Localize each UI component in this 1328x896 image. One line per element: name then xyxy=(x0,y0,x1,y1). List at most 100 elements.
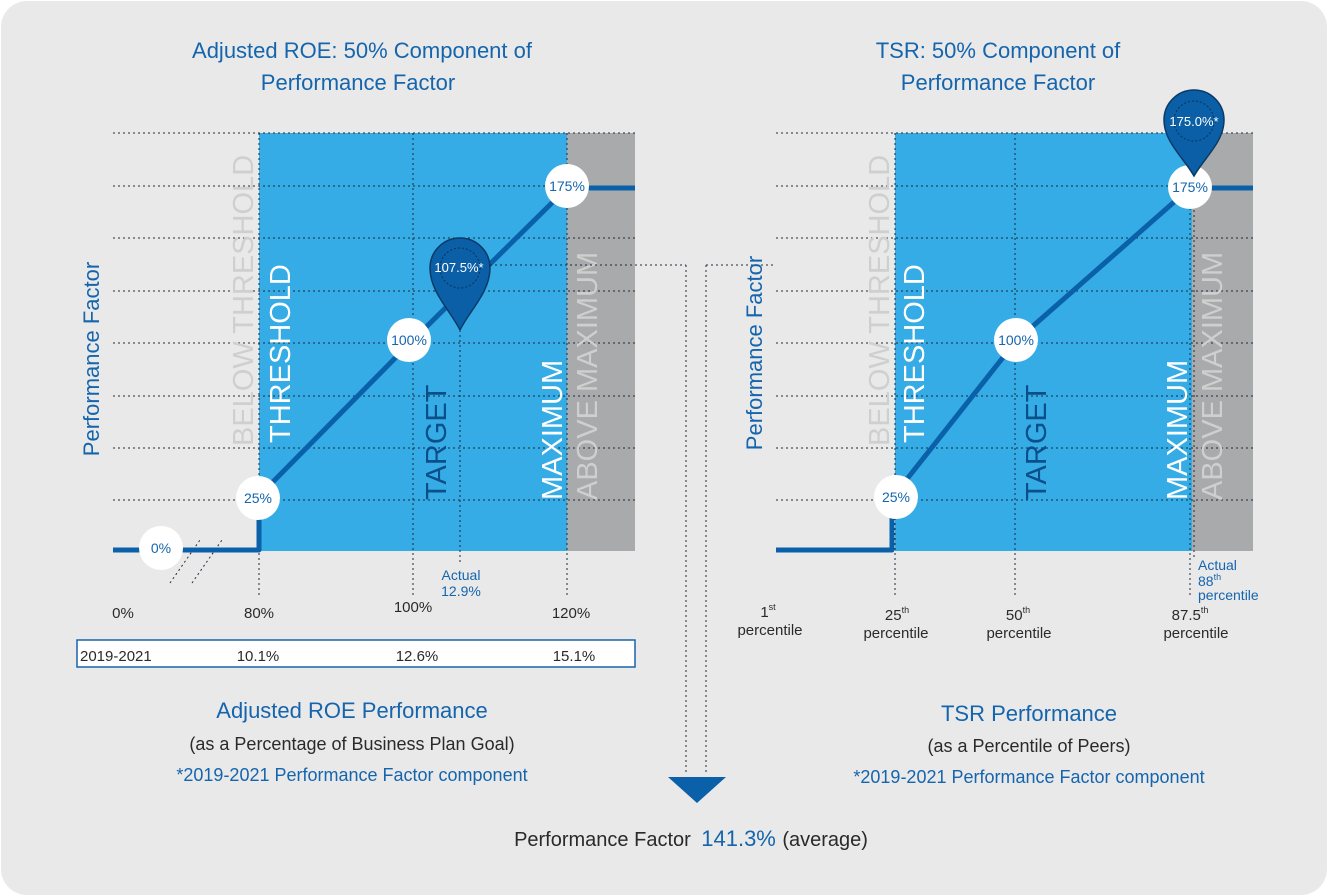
tsr-x-tick-word: percentile xyxy=(986,625,1051,642)
tsr-point-25: 25% xyxy=(874,475,918,519)
tsr-point-marker xyxy=(1168,165,1212,209)
tsr-caption-heading: TSR Performance xyxy=(941,701,1117,726)
roe-point-marker xyxy=(139,526,183,570)
goal-value: 15.1% xyxy=(553,648,596,665)
roe-point-25: 25% xyxy=(236,476,280,520)
tsr-point-marker xyxy=(994,318,1038,362)
pin-inner-ring xyxy=(439,247,481,289)
tsr-chart: TSR: 50% Component of Performance Factor… xyxy=(737,38,1258,787)
tsr-x-tick-word: percentile xyxy=(737,622,802,639)
tsr-actual-value: 175.0%* xyxy=(1169,114,1218,129)
summary-prefix: Performance Factor xyxy=(514,829,691,851)
goal-table-border xyxy=(76,639,636,668)
roe-point-175: 175% xyxy=(545,164,589,208)
connector-lines xyxy=(490,264,776,772)
roe-point-marker xyxy=(236,476,280,520)
tick-suffix: st xyxy=(769,602,777,612)
roe-y-axis-label: Performance Factor xyxy=(79,262,104,456)
tsr-actual-note-num: 88 xyxy=(1198,573,1214,589)
tsr-y-axis-label: Performance Factor xyxy=(742,256,767,450)
roe-zone-target: TARGET xyxy=(421,384,453,500)
roe-title-line1: Adjusted ROE: 50% Component of xyxy=(192,38,533,63)
tsr-zone-above-maximum: ABOVE MAXIMUM xyxy=(1197,252,1229,500)
roe-axis-break xyxy=(191,539,223,584)
roe-title-line2: Performance Factor xyxy=(261,70,455,95)
tsr-actual-note-sup: th xyxy=(1214,572,1222,582)
tsr-zone-below-threshold: BELOW THRESHOLD xyxy=(864,155,896,446)
roe-axis-break xyxy=(169,539,201,584)
tick-number: 1 xyxy=(760,604,768,621)
roe-x-tick: 0% xyxy=(112,605,134,622)
tsr-actual-note-line2: 88th xyxy=(1198,572,1221,589)
roe-caption-note: *2019-2021 Performance Factor component xyxy=(176,765,527,785)
roe-chart: Adjusted ROE: 50% Component of Performan… xyxy=(76,38,636,785)
tsr-actual-note-line1: Actual xyxy=(1198,557,1237,573)
goal-period: 2019-2021 xyxy=(80,648,152,665)
roe-zone-below-threshold: BELOW THRESHOLD xyxy=(228,155,260,446)
tsr-caption-note: *2019-2021 Performance Factor component xyxy=(853,767,1204,787)
tsr-point-100: 100% xyxy=(994,318,1038,362)
tsr-point-label: 175% xyxy=(1172,179,1208,195)
tsr-x-tick-num: 25th xyxy=(885,605,909,624)
roe-point-label: 0% xyxy=(151,540,171,556)
tick-number: 50 xyxy=(1006,607,1023,624)
tsr-zone-maximum: MAXIMUM xyxy=(1162,360,1194,500)
tsr-x-tick: 25th percentile xyxy=(863,605,928,642)
roe-caption-sub: (as a Percentage of Business Plan Goal) xyxy=(189,734,514,754)
down-arrow-icon xyxy=(668,777,726,803)
roe-point-marker xyxy=(545,164,589,208)
tsr-x-tick-word: percentile xyxy=(1163,625,1228,642)
goal-value: 12.6% xyxy=(396,648,439,665)
roe-goal-table: 2019-2021 10.1% 12.6% 15.1% xyxy=(76,639,636,668)
summary-line: Performance Factor 141.3% (average) xyxy=(514,826,868,851)
tsr-point-175: 175% xyxy=(1168,165,1212,209)
pin-marker-icon xyxy=(1163,89,1225,178)
tick-number: 25 xyxy=(885,607,902,624)
roe-zone-maximum: MAXIMUM xyxy=(537,360,569,500)
tsr-point-marker xyxy=(874,475,918,519)
tsr-zone-blue xyxy=(895,133,1192,551)
pin-marker-icon xyxy=(429,237,491,332)
tsr-grid xyxy=(776,132,1253,598)
tsr-x-tick-word: percentile xyxy=(863,625,928,642)
tsr-actual-pin: 175.0%* xyxy=(1163,89,1225,178)
tick-suffix: th xyxy=(1023,605,1031,615)
tsr-title-line1: TSR: 50% Component of xyxy=(876,38,1121,63)
tsr-x-tick-num: 87.5th xyxy=(1172,605,1209,624)
tick-number: 87.5 xyxy=(1172,607,1201,624)
roe-point-0: 0% xyxy=(139,526,183,570)
tsr-zone-target: TARGET xyxy=(1021,384,1053,500)
tsr-x-tick-num: 1st xyxy=(760,602,776,621)
tsr-x-tick: 87.5th percentile xyxy=(1163,605,1228,642)
tick-suffix: th xyxy=(902,605,910,615)
tsr-x-tick-num: 50th xyxy=(1006,605,1030,624)
roe-actual-note-line2: 12.9% xyxy=(441,583,481,599)
roe-grid xyxy=(113,132,635,595)
tsr-point-label: 100% xyxy=(998,332,1034,348)
roe-point-label: 25% xyxy=(244,490,272,506)
tsr-caption-sub: (as a Percentile of Peers) xyxy=(927,736,1130,756)
roe-point-label: 100% xyxy=(391,332,427,348)
pin-inner-ring xyxy=(1173,100,1215,142)
tsr-x-tick: 50th percentile xyxy=(986,605,1051,642)
roe-zone-above-maximum: ABOVE MAXIMUM xyxy=(572,252,604,500)
roe-point-label: 175% xyxy=(549,178,585,194)
tsr-zone-threshold: THRESHOLD xyxy=(899,264,931,443)
tick-suffix: th xyxy=(1201,605,1209,615)
tsr-x-tick: 1st percentile xyxy=(737,602,802,639)
roe-point-100: 100% xyxy=(387,318,431,362)
roe-actual-pin: 107.5%* xyxy=(429,237,491,332)
goal-value: 10.1% xyxy=(237,648,280,665)
tsr-point-label: 25% xyxy=(882,489,910,505)
roe-x-tick: 80% xyxy=(244,605,274,622)
roe-x-tick: 100% xyxy=(394,599,432,616)
roe-actual-value: 107.5%* xyxy=(434,260,483,275)
tsr-title-line2: Performance Factor xyxy=(901,70,1095,95)
roe-x-tick: 120% xyxy=(552,605,590,622)
roe-zone-threshold: THRESHOLD xyxy=(265,264,297,443)
roe-point-marker xyxy=(387,318,431,362)
roe-actual-note-line1: Actual xyxy=(442,567,481,583)
summary-value: 141.3% xyxy=(701,826,776,851)
roe-caption-heading: Adjusted ROE Performance xyxy=(216,698,487,723)
